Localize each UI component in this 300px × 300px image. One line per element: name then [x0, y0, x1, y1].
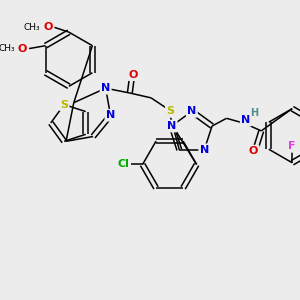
Text: N: N [241, 115, 250, 125]
Text: H: H [250, 109, 259, 118]
Text: Cl: Cl [117, 160, 129, 170]
Text: N: N [101, 83, 110, 93]
Text: O: O [18, 44, 27, 54]
Text: CH₃: CH₃ [0, 44, 15, 53]
Text: O: O [129, 70, 138, 80]
Text: N: N [167, 121, 176, 131]
Text: S: S [60, 100, 68, 110]
Text: N: N [187, 106, 196, 116]
Text: O: O [249, 146, 258, 156]
Text: O: O [43, 22, 52, 32]
Text: S: S [167, 106, 174, 116]
Text: CH₃: CH₃ [24, 23, 40, 32]
Text: F: F [288, 141, 296, 151]
Text: N: N [106, 110, 115, 120]
Text: N: N [200, 145, 209, 155]
